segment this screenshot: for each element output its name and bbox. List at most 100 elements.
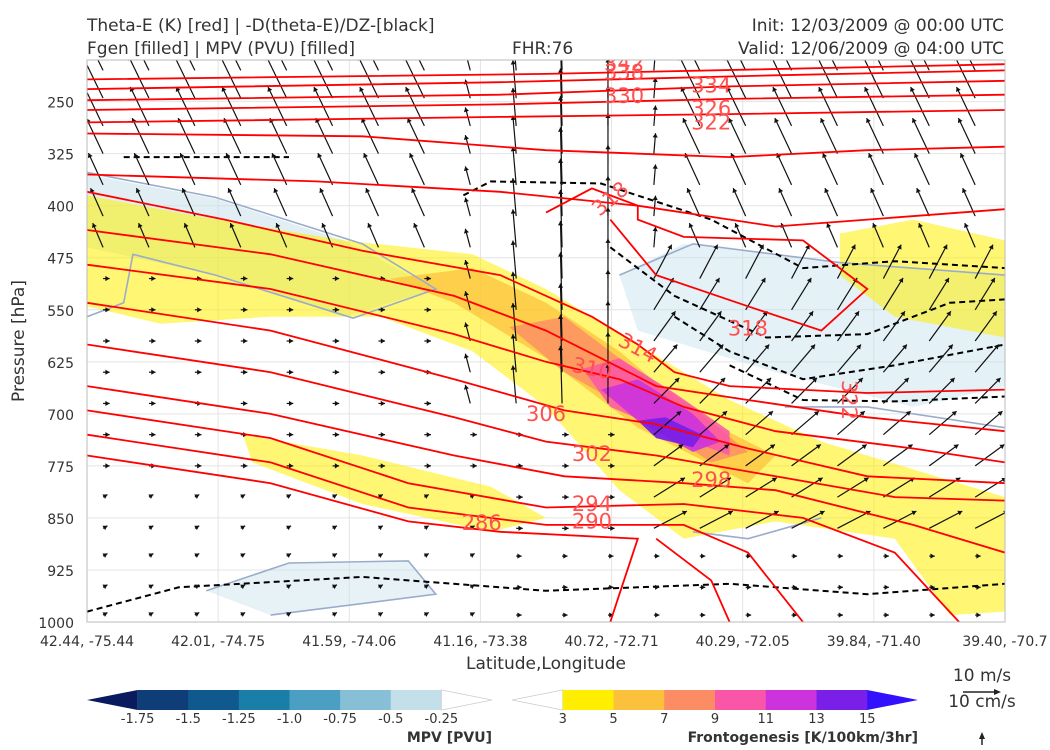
vector-shaft	[653, 344, 678, 373]
vector-head	[517, 584, 522, 590]
vector-head	[359, 87, 365, 93]
vector-head	[652, 133, 658, 138]
vector-head	[423, 612, 429, 617]
vector-head	[903, 377, 909, 383]
vector-head	[896, 244, 902, 250]
vector-head	[102, 584, 108, 590]
circulation-vectors	[80, 25, 1005, 618]
vector-head	[605, 207, 611, 212]
vector-head	[854, 311, 860, 317]
theta-e-label: 298	[691, 468, 731, 492]
vector-head	[334, 338, 340, 344]
vector-head	[426, 400, 431, 407]
vector-head	[148, 553, 154, 558]
vector-shaft	[739, 60, 747, 71]
vector-head	[426, 307, 431, 313]
vector-shaft	[882, 410, 912, 436]
vector-head	[557, 127, 564, 132]
vector-shaft	[684, 152, 701, 186]
vector-head	[771, 477, 777, 483]
colorbar-tick-label: -1.0	[277, 712, 302, 727]
vector-shaft	[882, 344, 908, 373]
vector-shaft	[418, 60, 425, 71]
vector-shaft	[411, 187, 425, 217]
vector-shaft	[822, 152, 839, 186]
vector-shaft	[974, 512, 1005, 529]
vector-head	[557, 158, 564, 163]
vector-head	[700, 553, 706, 559]
vector-head	[405, 87, 410, 93]
y-tick-label: 475	[47, 252, 74, 268]
vector-head	[912, 118, 917, 124]
vector-shaft	[653, 310, 676, 342]
vector-head	[377, 525, 383, 531]
vector-head	[605, 363, 611, 368]
vector-shaft	[870, 187, 884, 217]
colorbar-tick-label: 5	[609, 712, 617, 727]
vector-head	[334, 400, 340, 407]
theta-e-contour	[87, 263, 1005, 464]
vector-shaft	[785, 60, 793, 71]
vector-head	[463, 197, 469, 203]
vector-head	[951, 411, 957, 416]
theta-e-label: 322	[837, 380, 861, 420]
vector-shaft	[780, 222, 793, 248]
vector-head	[510, 60, 516, 65]
vector-head	[868, 153, 873, 159]
vector-head	[856, 344, 861, 350]
vector-head	[286, 584, 292, 590]
vector-head	[652, 226, 658, 232]
vector-head	[667, 244, 672, 250]
vector-shaft	[559, 96, 563, 154]
vector-shaft	[864, 60, 884, 99]
vector-head	[105, 400, 110, 407]
x-tick-label: 40.72, -72.71	[565, 634, 659, 650]
vector-head	[286, 525, 292, 531]
fgen-fill	[243, 434, 546, 532]
vector-shaft	[559, 158, 563, 217]
vector-shaft	[831, 60, 839, 71]
vector-head	[510, 240, 516, 246]
vector-head	[957, 118, 963, 124]
y-tick-label: 850	[47, 512, 74, 528]
vector-head	[976, 553, 981, 559]
vector-head	[997, 411, 1003, 416]
vector-shaft	[974, 277, 996, 311]
vector-head	[760, 277, 766, 283]
vector-head	[944, 277, 949, 283]
vector-head	[610, 463, 615, 469]
vector-head	[240, 612, 246, 617]
vector-head	[681, 510, 687, 516]
vector-head	[838, 612, 843, 618]
vector-head	[817, 477, 823, 483]
vector-head	[377, 494, 383, 499]
vector-head	[557, 189, 564, 195]
vector-shaft	[561, 60, 563, 71]
vector-shaft	[87, 63, 104, 99]
vector-shaft	[512, 240, 517, 279]
vector-head	[197, 369, 202, 375]
vector-head	[151, 400, 156, 407]
vector-head	[463, 260, 469, 265]
vector-shaft	[363, 152, 380, 186]
vector-head	[792, 584, 798, 590]
vector-shaft	[791, 310, 814, 342]
title-line-1: Theta-E (K) [red] | -D(theta-E)/DZ-[blac…	[86, 16, 435, 36]
vector-head	[918, 223, 923, 229]
vector-shaft	[883, 510, 917, 529]
vector-shaft	[928, 344, 954, 373]
vector-shaft	[221, 86, 242, 127]
theta-e-label: 286	[462, 511, 502, 535]
vector-head	[557, 252, 564, 257]
vector-shaft	[680, 86, 701, 127]
vector-head	[423, 553, 429, 558]
vector-head	[734, 223, 740, 229]
vector-head	[151, 369, 156, 375]
vector-shaft	[699, 477, 732, 498]
vector-head	[80, 25, 85, 30]
vector-shaft	[837, 444, 868, 467]
vector-shaft	[818, 60, 839, 99]
vector-head	[463, 166, 469, 172]
vector-shaft	[177, 117, 196, 154]
colorbar-tick-label: -1.25	[222, 712, 256, 727]
